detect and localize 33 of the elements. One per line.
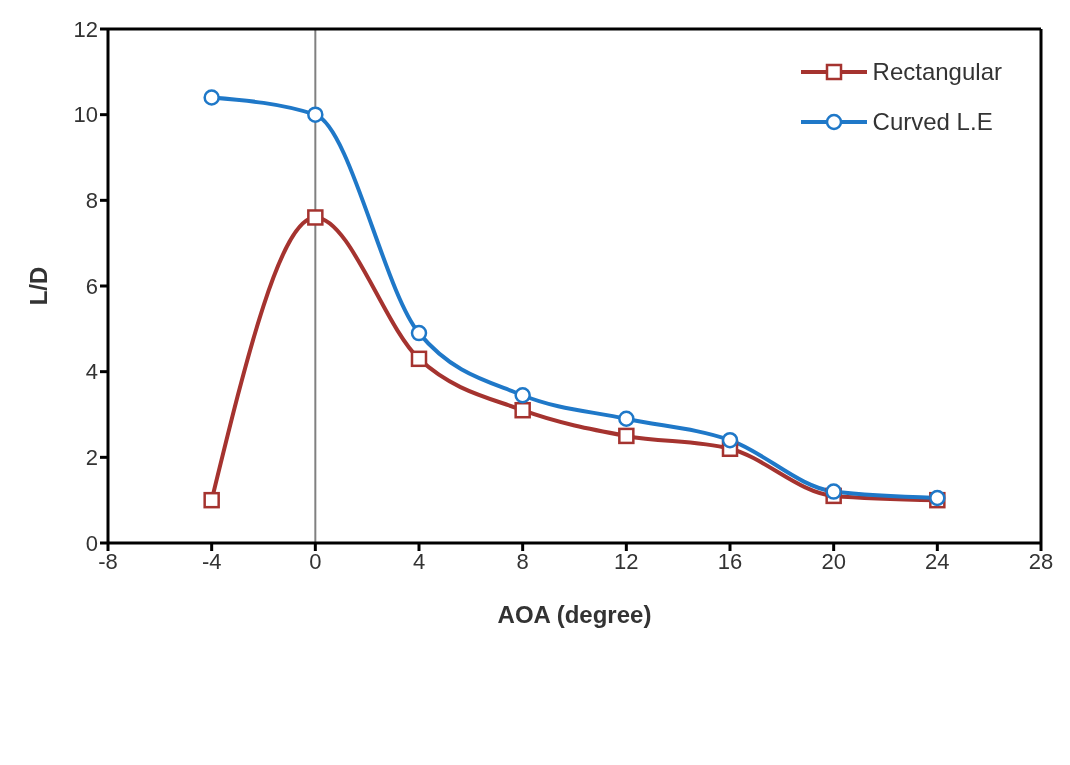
x-tick-label: 4	[412, 548, 426, 574]
point	[410, 350, 428, 368]
y-axis-title: L/D	[24, 266, 52, 306]
x-tick-label: 20	[821, 548, 846, 574]
point	[203, 491, 220, 509]
x-tick-label: 24	[925, 548, 950, 574]
x-tick-label: 12	[614, 548, 639, 574]
y-tick-label: 2	[85, 445, 98, 471]
point	[514, 386, 531, 404]
y-tick-label: 4	[85, 359, 98, 385]
point	[203, 89, 220, 106]
point	[514, 401, 531, 419]
legend-label: Curved L.E	[872, 108, 993, 136]
x-tick-label: 8	[516, 548, 529, 574]
point	[618, 427, 635, 445]
point	[618, 410, 635, 428]
x-tick-label: -8	[98, 548, 118, 574]
y-tick-label: 8	[85, 188, 98, 214]
point	[307, 209, 324, 226]
point	[410, 324, 428, 342]
point	[825, 483, 842, 500]
x-tick-label: 0	[309, 548, 322, 574]
point	[307, 106, 324, 123]
legend-label: Rectangular	[872, 58, 1002, 86]
x-tick-label: 28	[1028, 548, 1054, 574]
y-tick-label: 12	[73, 16, 98, 42]
x-tick-label: -4	[201, 548, 222, 574]
point	[721, 431, 739, 449]
y-tick-label: 0	[85, 530, 98, 556]
x-axis-title: AOA (degree)	[497, 601, 652, 628]
x-tick-label: 16	[717, 548, 743, 574]
y-tick-label: 6	[85, 273, 98, 299]
y-tick-label: 10	[73, 102, 98, 128]
